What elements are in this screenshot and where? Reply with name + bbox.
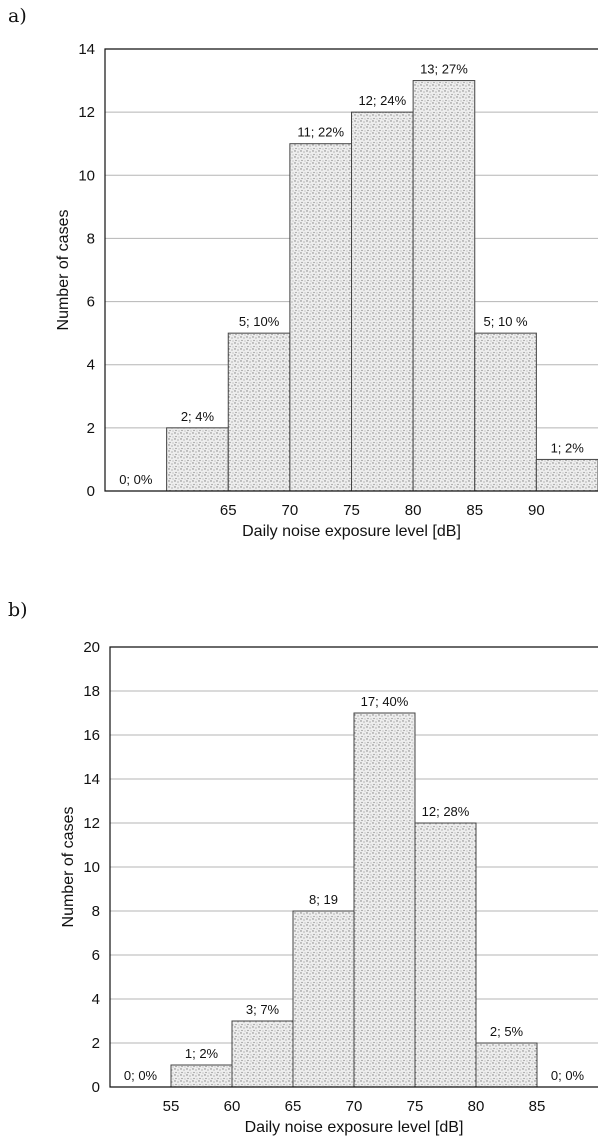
y-tick-label: 8 (92, 903, 100, 920)
histogram-bar (474, 332, 537, 492)
x-tick-label: 85 (529, 1098, 546, 1115)
panel-label: b) (8, 599, 28, 621)
histogram-bar (170, 1064, 233, 1088)
y-tick-label: 2 (92, 1035, 100, 1052)
y-tick-label: 10 (83, 859, 100, 876)
x-tick-label: 55 (163, 1098, 180, 1115)
y-tick-label: 2 (87, 420, 95, 437)
histogram-bar (292, 910, 355, 1088)
y-tick-label: 6 (87, 294, 95, 311)
chart-panel-b: b) 0 2 4 6 8 10 12 14 16 18 20 0; 0% 1; 2% 3; 7% 8; 19 1… (8, 599, 598, 1136)
y-tick-label: 4 (92, 991, 100, 1008)
y-tick-label: 0 (92, 1079, 100, 1096)
panel-label: a) (8, 5, 27, 27)
histogram-bar (412, 80, 476, 492)
histogram-bar (166, 427, 229, 492)
x-axis-title: Daily noise exposure level [dB] (242, 523, 461, 540)
histogram-bar (414, 822, 477, 1088)
data-label: 5; 10% (239, 314, 280, 329)
plot-frame (104, 48, 598, 492)
x-tick-label: 85 (466, 502, 483, 519)
y-tick-label: 14 (78, 41, 95, 58)
data-label: 0; 0% (119, 472, 153, 487)
chart-panel-a: a) 0 2 4 6 8 10 12 14 0; 0% 2; 4% 5; 10% 11; 22% 12; … (8, 5, 598, 540)
histogram-bar (535, 458, 598, 492)
x-tick-label: 80 (468, 1098, 485, 1115)
data-label: 13; 27% (420, 62, 468, 77)
data-label: 3; 7% (246, 1002, 280, 1017)
y-tick-label: 12 (83, 815, 100, 832)
x-axis-title: Daily noise exposure level [dB] (245, 1119, 464, 1136)
data-label: 5; 10 % (484, 314, 529, 329)
data-label: 12; 28% (422, 804, 470, 819)
histogram-bar (289, 143, 352, 492)
x-tick-label: 65 (220, 502, 237, 519)
data-label: 12; 24% (358, 93, 406, 108)
data-label: 1; 2% (551, 440, 585, 455)
histogram-bar (475, 1042, 538, 1088)
x-tick-label: 80 (405, 502, 422, 519)
y-tick-label: 14 (83, 771, 100, 788)
y-tick-label: 8 (87, 230, 95, 247)
y-tick-label: 0 (87, 483, 95, 500)
data-label: 17; 40% (361, 694, 409, 709)
y-tick-label: 4 (87, 357, 95, 374)
y-tick-label: 18 (83, 683, 100, 700)
y-tick-label: 20 (83, 639, 100, 656)
x-tick-label: 75 (407, 1098, 424, 1115)
y-axis-title: Number of cases (55, 210, 72, 331)
data-label: 0; 0% (124, 1068, 158, 1083)
y-axis-title: Number of cases (60, 807, 77, 928)
histogram-bar (231, 1020, 294, 1088)
plot-frame (109, 646, 598, 1088)
y-tick-label: 16 (83, 727, 100, 744)
y-tick-label: 12 (78, 104, 95, 121)
data-label: 2; 4% (181, 409, 215, 424)
y-tick-label: 10 (78, 167, 95, 184)
data-label: 2; 5% (490, 1024, 524, 1039)
data-label: 11; 22% (297, 125, 344, 140)
x-tick-label: 70 (346, 1098, 363, 1115)
x-tick-label: 65 (285, 1098, 302, 1115)
data-label: 0; 0% (551, 1068, 585, 1083)
histogram-bar (227, 332, 291, 492)
histogram-bar (353, 712, 416, 1088)
histogram-bar (351, 111, 414, 492)
x-tick-label: 60 (224, 1098, 241, 1115)
x-tick-label: 75 (343, 502, 360, 519)
x-tick-label: 70 (282, 502, 299, 519)
data-label: 8; 19 (309, 892, 338, 907)
y-tick-label: 6 (92, 947, 100, 964)
x-tick-label: 90 (528, 502, 545, 519)
data-label: 1; 2% (185, 1046, 219, 1061)
